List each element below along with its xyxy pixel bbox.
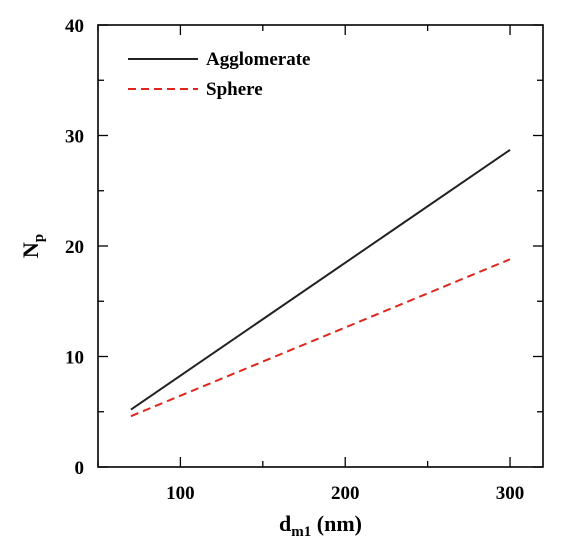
x-axis-title: dm1 (nm) [279, 511, 362, 540]
y-tick-label: 30 [65, 127, 84, 148]
x-axis-title-sub: m1 [291, 524, 311, 540]
y-tick-label: 20 [65, 237, 84, 258]
x-tick-label: 200 [331, 483, 360, 504]
y-axis-title: Np [18, 234, 47, 258]
x-tick-label: 100 [166, 483, 195, 504]
series-line-agglomerate [130, 149, 511, 411]
x-axis-title-suffix: (nm) [311, 511, 362, 536]
series-lines [130, 149, 511, 418]
y-tick-label: 10 [65, 348, 84, 369]
plot-area-border [97, 24, 544, 468]
y-axis-title-sub: p [31, 234, 47, 242]
x-axis-title-main: d [279, 511, 291, 536]
axis-ticks [97, 24, 543, 468]
legend: Agglomerate Sphere [128, 49, 310, 100]
tick-labels: 100 200 300 0 10 20 30 40 [65, 16, 524, 504]
y-axis-title-main: N [18, 242, 43, 258]
legend-label-sphere: Sphere [206, 79, 263, 100]
series-line-sphere [130, 258, 511, 418]
plot-frame [97, 24, 544, 468]
x-tick-label: 300 [496, 483, 525, 504]
y-tick-label: 40 [65, 16, 84, 37]
legend-label-agglomerate: Agglomerate [206, 49, 310, 70]
y-tick-label: 0 [75, 458, 85, 479]
